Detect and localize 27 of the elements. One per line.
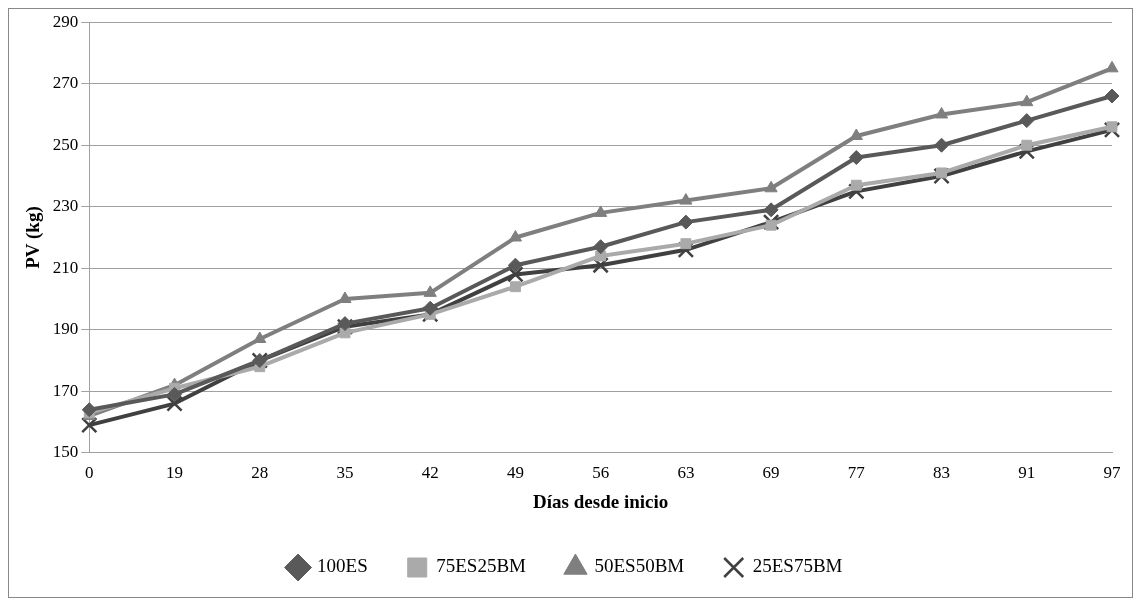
y-tick-label: 250 (52, 134, 79, 154)
legend-label: 100ES (317, 555, 368, 577)
x-tick-label: 91 (1018, 463, 1036, 483)
y-tick-label: 230 (52, 196, 79, 216)
x-tick-label: 97 (1103, 463, 1121, 483)
y-tick-label: 290 (52, 11, 79, 31)
x-tick-label: 77 (847, 463, 866, 483)
x-tick-label: 83 (933, 463, 951, 483)
y-tick-label: 170 (52, 380, 79, 400)
x-tick-label: 49 (506, 463, 524, 483)
x-tick-label: 35 (336, 463, 354, 483)
legend-label: 75ES25BM (436, 555, 527, 577)
x-tick-label: 42 (421, 463, 439, 483)
y-tick-label: 190 (52, 319, 79, 339)
x-tick-label: 56 (592, 463, 610, 483)
legend-label: 25ES75BM (752, 555, 843, 577)
x-tick-label: 0 (85, 463, 94, 483)
x-axis-title: Días desde inicio (533, 490, 669, 512)
y-tick-label: 210 (52, 257, 79, 277)
legend-label: 50ES50BM (594, 555, 685, 577)
y-tick-label: 270 (52, 73, 79, 93)
x-tick-label: 28 (251, 463, 269, 483)
y-tick-label: 150 (52, 442, 79, 462)
x-tick-label: 19 (166, 463, 184, 483)
x-tick-label: 63 (677, 463, 695, 483)
y-axis-title: PV (kg) (22, 206, 45, 269)
x-tick-label: 69 (762, 463, 780, 483)
